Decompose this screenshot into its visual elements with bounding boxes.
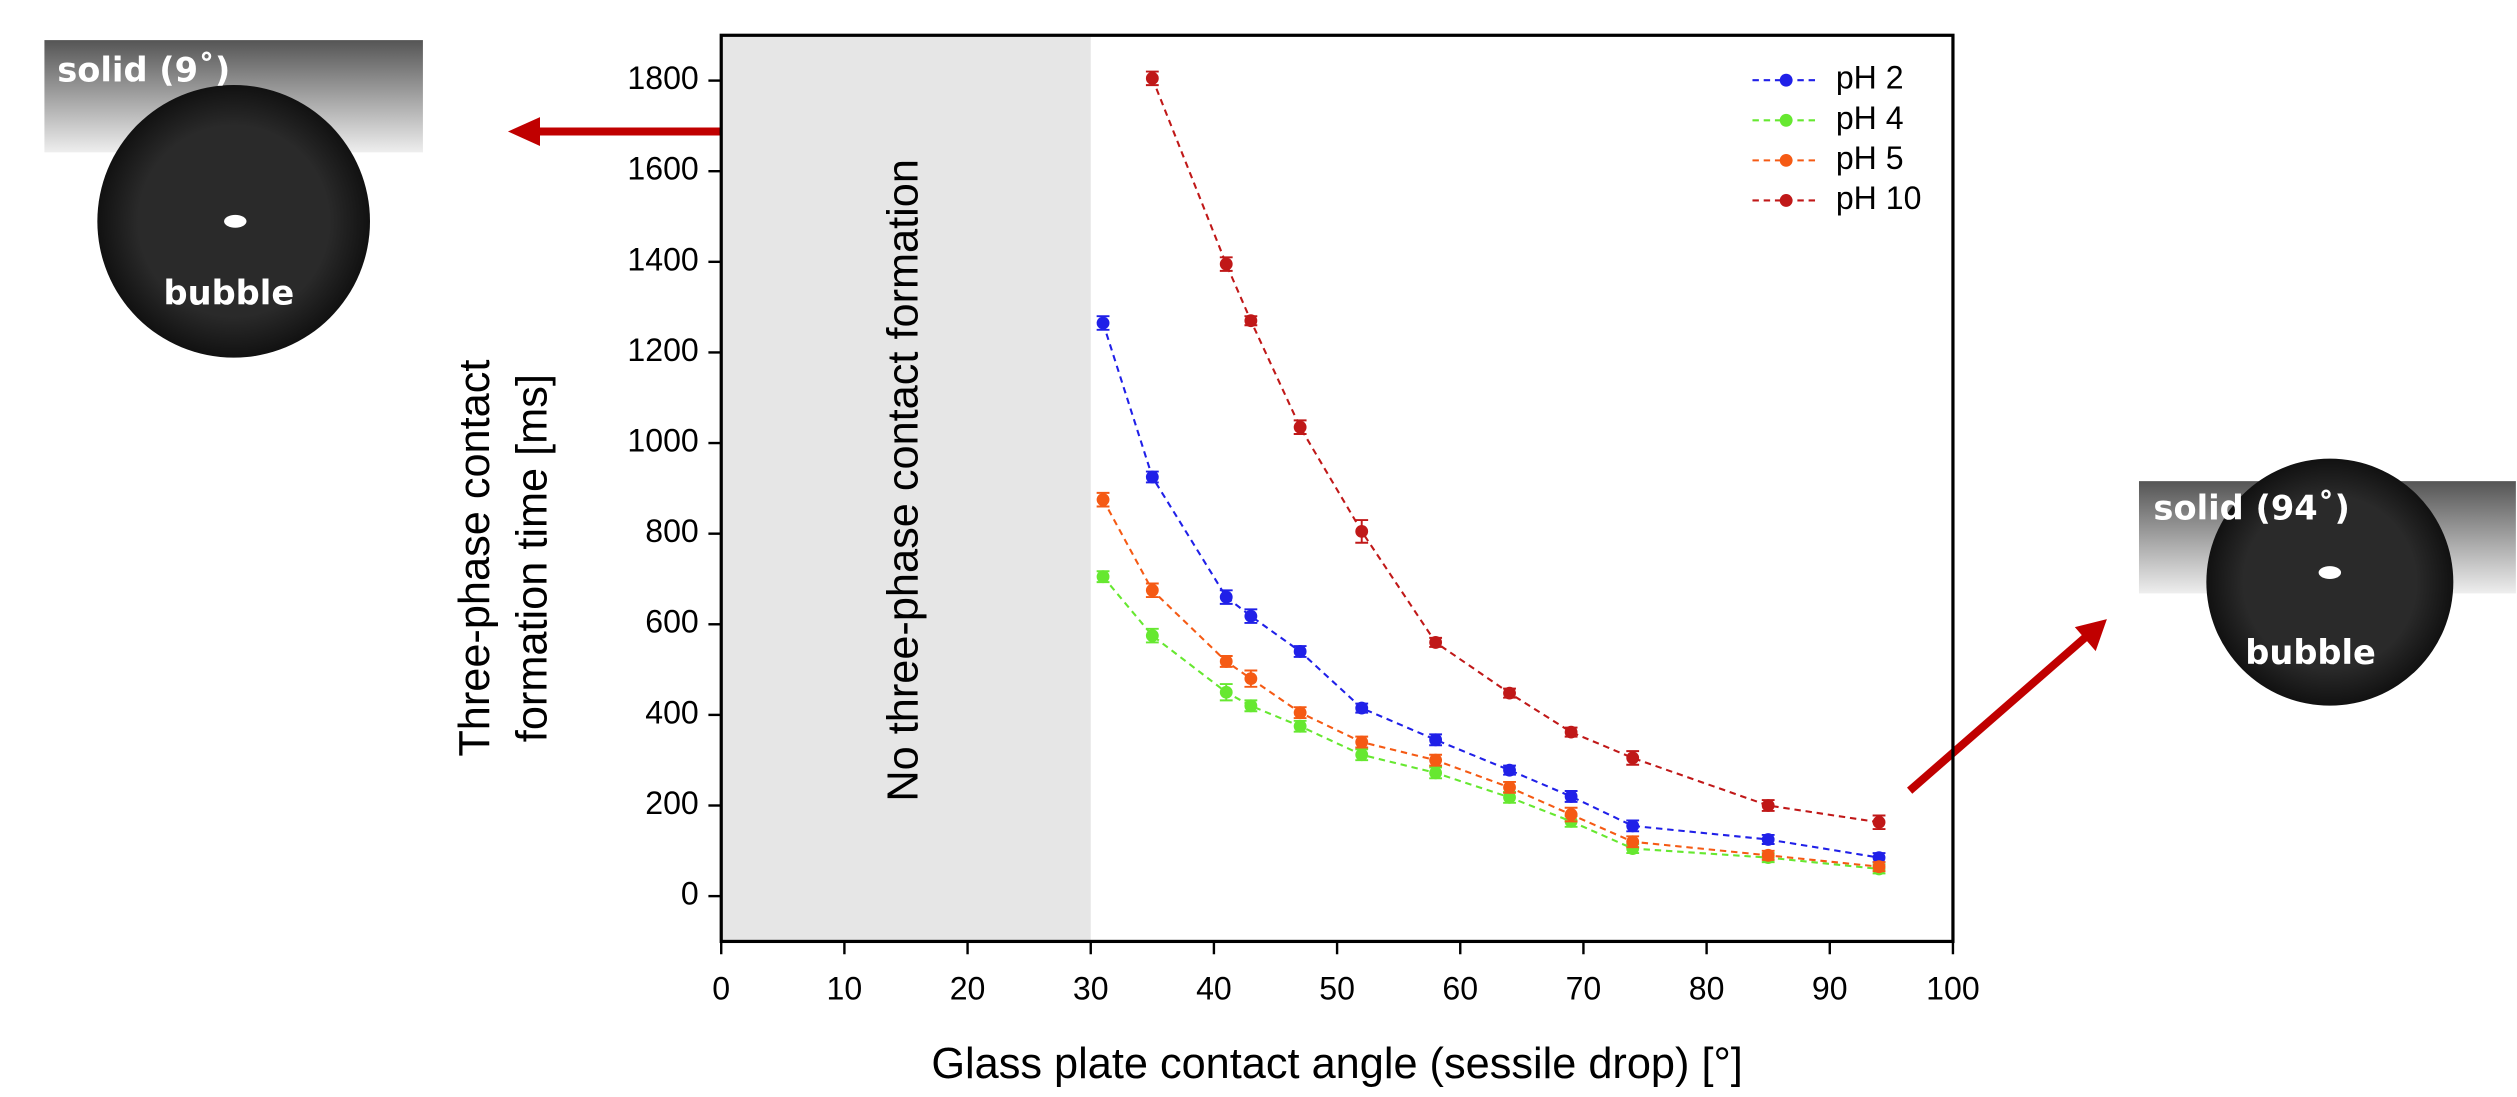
data-point bbox=[1219, 590, 1233, 604]
x-tick-label: 100 bbox=[1926, 971, 1980, 1007]
legend-marker bbox=[1779, 73, 1793, 87]
data-point bbox=[1564, 725, 1578, 739]
data-point bbox=[1293, 706, 1307, 720]
data-point bbox=[1429, 766, 1443, 780]
data-point bbox=[1429, 733, 1443, 747]
inset-right: solid (94˚) bubble bbox=[2138, 458, 2516, 706]
y-tick-label: 800 bbox=[645, 513, 699, 549]
legend-item: pH 10 bbox=[1752, 180, 1921, 216]
data-point bbox=[1626, 835, 1640, 849]
y-tick-label: 1600 bbox=[627, 151, 698, 187]
series-line bbox=[1102, 322, 1880, 859]
series-line bbox=[1151, 77, 1880, 824]
arrows bbox=[507, 117, 2107, 794]
y-tick-label: 200 bbox=[645, 785, 699, 821]
data-point bbox=[1219, 655, 1233, 668]
data-point bbox=[1355, 701, 1369, 715]
plot: No three-phase contact formation02004006… bbox=[451, 33, 1980, 1088]
legend-label: pH 2 bbox=[1836, 60, 1904, 96]
y-axis-label: formation time [ms] bbox=[509, 374, 557, 742]
legend-item: pH 5 bbox=[1752, 140, 1904, 176]
data-point bbox=[1355, 524, 1369, 538]
data-point bbox=[1244, 609, 1258, 623]
y-tick-label: 1400 bbox=[627, 241, 698, 277]
data-point bbox=[1503, 686, 1516, 700]
data-point bbox=[1145, 71, 1159, 85]
data-point bbox=[1761, 833, 1775, 846]
x-axis-label: Glass plate contact angle (sessile drop)… bbox=[931, 1040, 1742, 1088]
data-point bbox=[1244, 699, 1258, 713]
x-tick-label: 70 bbox=[1566, 971, 1602, 1007]
data-point bbox=[1355, 748, 1369, 762]
data-point bbox=[1761, 848, 1775, 862]
legend-label: pH 4 bbox=[1836, 100, 1904, 136]
x-tick-label: 20 bbox=[950, 971, 986, 1007]
data-point bbox=[1429, 635, 1443, 649]
data-point bbox=[1293, 420, 1307, 434]
data-point bbox=[1429, 753, 1443, 767]
y-axis-label: Three-phase contact bbox=[451, 360, 499, 757]
legend-item: pH 4 bbox=[1752, 100, 1904, 136]
data-point bbox=[1564, 808, 1578, 821]
x-tick-label: 80 bbox=[1689, 971, 1725, 1007]
legend-label: pH 10 bbox=[1836, 180, 1922, 216]
data-point bbox=[1219, 685, 1233, 699]
x-tick-label: 60 bbox=[1442, 971, 1478, 1007]
data-point bbox=[1355, 735, 1369, 749]
y-tick-label: 1800 bbox=[627, 60, 698, 96]
inset-solid-label: solid (9˚) bbox=[57, 51, 230, 90]
data-point bbox=[1096, 316, 1110, 330]
inset-bubble-label: bubble bbox=[2245, 633, 2376, 672]
x-tick-label: 30 bbox=[1073, 971, 1109, 1007]
series-line bbox=[1102, 499, 1880, 868]
y-tick-label: 1000 bbox=[627, 423, 698, 459]
y-tick-label: 1200 bbox=[627, 332, 698, 368]
data-point bbox=[1145, 629, 1159, 643]
inset-bubble-label: bubble bbox=[164, 274, 295, 313]
x-tick-label: 0 bbox=[712, 971, 730, 1007]
data-point bbox=[1761, 799, 1775, 812]
data-point bbox=[1145, 583, 1159, 597]
data-point bbox=[1503, 780, 1516, 794]
legend-label: pH 5 bbox=[1836, 140, 1904, 176]
data-point bbox=[1096, 570, 1110, 584]
x-tick-label: 40 bbox=[1196, 971, 1232, 1007]
data-point bbox=[1244, 314, 1258, 328]
legend-item: pH 2 bbox=[1752, 60, 1904, 96]
inset-solid-label: solid (94˚) bbox=[2153, 489, 2349, 528]
inset-left: solid (9˚) bubble bbox=[44, 40, 423, 358]
x-tick-label: 10 bbox=[827, 971, 863, 1007]
data-point bbox=[1503, 763, 1516, 777]
y-tick-label: 0 bbox=[681, 876, 699, 912]
data-point bbox=[1626, 751, 1640, 765]
data-point bbox=[1872, 851, 1886, 865]
legend-marker bbox=[1779, 153, 1793, 167]
y-tick-label: 400 bbox=[645, 694, 699, 730]
data-point bbox=[1145, 470, 1159, 484]
data-point bbox=[1293, 719, 1307, 733]
data-point bbox=[1564, 790, 1578, 803]
data-point bbox=[1293, 645, 1307, 658]
legend-marker bbox=[1779, 113, 1793, 127]
series-line bbox=[1102, 576, 1880, 870]
data-point bbox=[1503, 790, 1516, 804]
data-point bbox=[1872, 815, 1886, 829]
legend-marker bbox=[1779, 194, 1793, 207]
shaded-label: No three-phase contact formation bbox=[879, 159, 927, 802]
shaded-region bbox=[721, 35, 1091, 942]
data-point bbox=[1626, 819, 1640, 833]
x-tick-label: 50 bbox=[1319, 971, 1355, 1007]
data-point bbox=[1096, 493, 1110, 507]
data-point bbox=[1244, 672, 1258, 686]
data-point bbox=[1219, 257, 1233, 271]
y-tick-label: 600 bbox=[645, 604, 699, 640]
x-tick-label: 90 bbox=[1812, 971, 1848, 1007]
data-point bbox=[1872, 860, 1886, 874]
